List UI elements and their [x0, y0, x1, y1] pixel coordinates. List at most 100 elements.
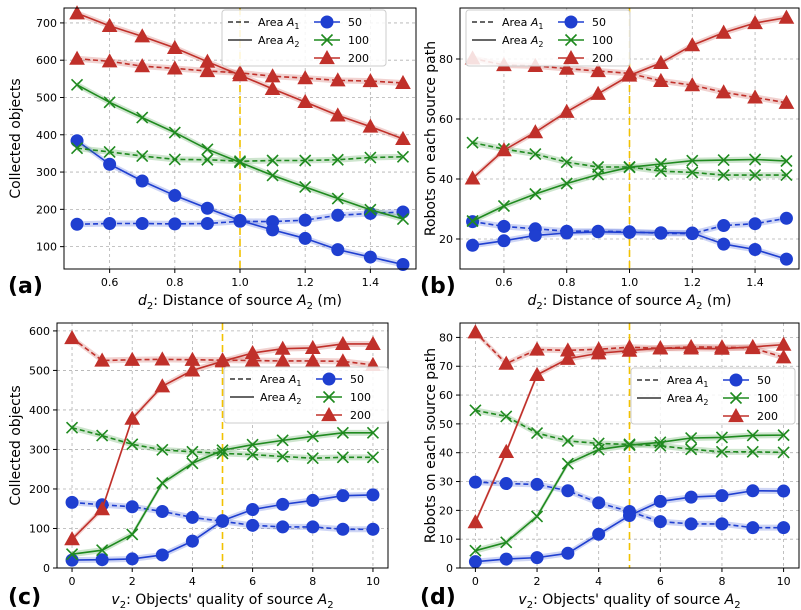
legend-var: A: [288, 373, 297, 386]
data-point: [246, 438, 259, 451]
legend-marker: [564, 33, 578, 47]
data-point: [297, 93, 314, 109]
legend-marker: [728, 407, 744, 423]
data-point: [652, 340, 669, 355]
data-point: [715, 517, 729, 531]
legend-sub: 2: [703, 398, 708, 407]
data-point: [527, 124, 544, 139]
confidence-band: [472, 215, 787, 237]
legend-text: Area: [258, 16, 287, 29]
data-point: [101, 17, 118, 32]
data-point: [274, 340, 291, 355]
x-axis-label: v2: Objects' quality of source A2: [111, 592, 333, 610]
legend-series-label: 50: [757, 374, 771, 387]
x-label-sub: 2: [307, 301, 313, 312]
series-200-A2: [464, 9, 795, 185]
legend-marker: [563, 49, 579, 65]
x-label-text: (m): [702, 293, 731, 309]
series-100-A2: [466, 153, 793, 228]
data-point: [276, 434, 289, 447]
legend-marker: [322, 372, 336, 386]
data-point: [126, 528, 139, 541]
y-axis-label: Collected objects: [8, 78, 24, 198]
legend-sub: 2: [538, 40, 543, 49]
x-tick-label: 1.4: [746, 276, 764, 289]
x-tick-label: 1.2: [684, 276, 702, 289]
data-point: [530, 477, 544, 491]
data-point: [201, 153, 214, 166]
data-point: [592, 527, 606, 541]
data-point: [336, 426, 349, 439]
x-tick-label: 1.4: [362, 276, 380, 289]
data-point: [467, 324, 484, 339]
confidence-band: [472, 55, 787, 106]
legend-text: Area: [260, 373, 289, 386]
axes-frame: [459, 322, 800, 569]
data-point: [331, 208, 345, 222]
data-point: [748, 243, 762, 256]
data-point: [466, 214, 479, 228]
y-axis-label: Robots on each source path: [423, 41, 439, 236]
data-point: [69, 50, 85, 65]
data-point: [186, 445, 199, 458]
x-tick-label: 0.6: [495, 276, 513, 289]
data-point: [306, 452, 319, 465]
series-50-A1: [468, 475, 791, 535]
series-50-A2: [468, 484, 791, 569]
data-point: [168, 126, 181, 139]
data-point: [70, 134, 84, 148]
data-point: [201, 143, 214, 156]
y-tick-label: 10: [439, 533, 453, 546]
data-point: [592, 443, 605, 456]
data-point: [134, 28, 151, 43]
data-point: [166, 39, 183, 54]
data-point: [623, 225, 636, 239]
x-tick-label: 10: [777, 575, 791, 588]
data-point: [299, 180, 312, 194]
data-point: [366, 488, 380, 502]
data-point: [364, 203, 377, 216]
data-point: [623, 509, 636, 523]
data-point: [529, 366, 545, 381]
legend-box: [221, 9, 387, 67]
data-point: [654, 157, 667, 171]
data-point: [497, 219, 511, 233]
data-point: [560, 156, 573, 169]
y-tick-label: 700: [36, 17, 57, 30]
data-point: [715, 24, 732, 39]
legend-style-label: Area A1: [260, 373, 301, 388]
x-tick-label: 6: [657, 575, 664, 588]
x-tick-label: 0.8: [166, 276, 184, 289]
data-point: [94, 501, 110, 516]
data-point: [498, 355, 515, 370]
data-point: [396, 212, 410, 226]
data-point: [96, 544, 109, 557]
y-axis-label: Robots on each source path: [423, 348, 439, 543]
x-label-var: A: [724, 592, 735, 608]
x-label-sub: 2: [120, 600, 126, 610]
data-point: [336, 522, 350, 536]
x-label-var: A: [686, 293, 697, 309]
x-label-var: d: [138, 293, 147, 309]
legend-text: Area: [667, 374, 696, 387]
data-point: [466, 238, 480, 252]
data-point: [497, 234, 511, 248]
legend-sub: 2: [294, 40, 299, 49]
legend-series-label: 100: [757, 392, 778, 405]
series-line: [472, 217, 787, 235]
data-point: [530, 510, 544, 523]
legend-var: A: [695, 392, 704, 405]
data-point: [276, 497, 290, 511]
x-label-sub: 2: [147, 301, 153, 312]
data-point: [779, 252, 793, 266]
data-point: [498, 443, 515, 458]
data-point: [155, 504, 169, 518]
confidence-band: [77, 208, 403, 228]
data-point: [592, 496, 606, 510]
x-tick-label: 8: [718, 575, 725, 588]
series-50-A2: [466, 225, 793, 266]
legend-style-label: Area A2: [260, 391, 301, 406]
data-point: [306, 430, 319, 443]
legend-marker: [729, 373, 743, 387]
